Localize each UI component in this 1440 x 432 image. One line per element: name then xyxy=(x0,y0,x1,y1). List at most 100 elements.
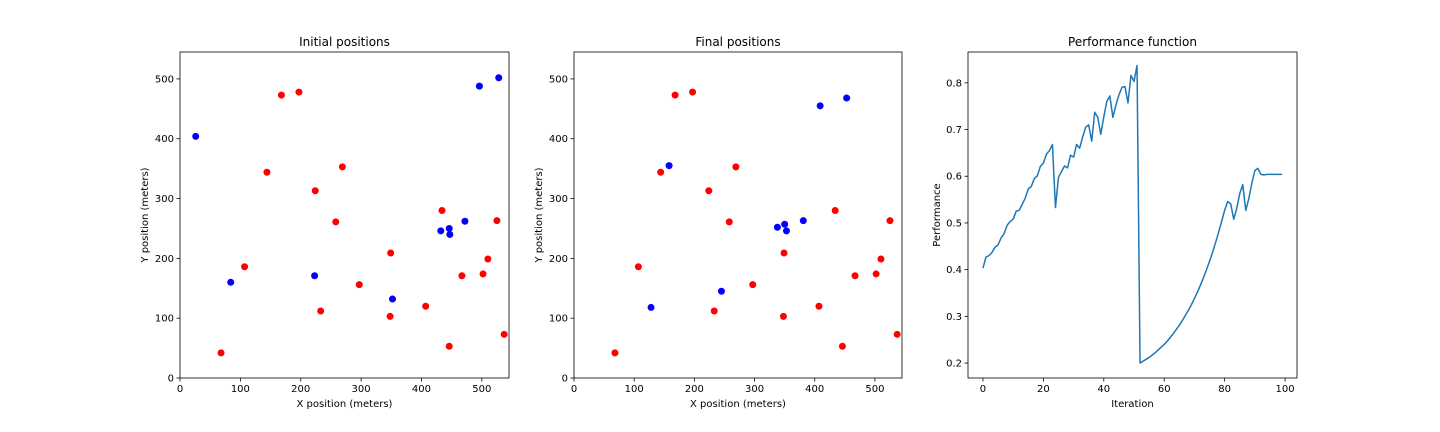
x-tick-label: 200 xyxy=(685,384,704,395)
x-tick-label: 400 xyxy=(805,384,824,395)
y-tick-label: 100 xyxy=(155,314,174,325)
red-point xyxy=(387,249,395,257)
performance-function-plot: 0 20 40 60 80 100 0.2 0.3 0.4 0.5 0.6 0.7 0.8 Perfor… xyxy=(932,35,1298,410)
blue-point xyxy=(192,132,200,140)
y-tick-label: 0.8 xyxy=(946,78,962,89)
blue-point xyxy=(227,278,235,286)
x-tick-label: 80 xyxy=(1218,384,1231,395)
y-tick-label: 0 xyxy=(168,374,174,385)
chart-title: Final positions xyxy=(695,35,780,49)
y-tick-label: 500 xyxy=(155,74,174,85)
x-tick-label: 0 xyxy=(571,384,577,395)
red-point xyxy=(689,88,697,96)
y-tick-label: 0 xyxy=(562,374,568,385)
x-tick-label: 300 xyxy=(352,384,371,395)
red-point xyxy=(241,263,249,271)
x-tick-label: 100 xyxy=(1276,384,1295,395)
y-tick-label: 0.6 xyxy=(946,172,962,183)
x-tick-label: 500 xyxy=(865,384,884,395)
x-axis-label: X position (meters) xyxy=(690,399,786,410)
x-tick-label: 40 xyxy=(1097,384,1110,395)
x-tick-label: 300 xyxy=(745,384,764,395)
red-point xyxy=(710,307,718,315)
red-point xyxy=(893,330,901,338)
red-point xyxy=(317,307,325,315)
red-point xyxy=(815,302,823,310)
x-tick-label: 20 xyxy=(1037,384,1050,395)
red-point xyxy=(779,312,787,320)
red-point xyxy=(277,91,285,99)
y-tick-label: 0.2 xyxy=(946,359,962,370)
y-tick-label: 0.3 xyxy=(946,312,962,323)
x-tick-label: 400 xyxy=(412,384,431,395)
red-point xyxy=(338,163,346,171)
red-point xyxy=(386,312,394,320)
x-tick-label: 200 xyxy=(291,384,310,395)
y-axis-label: Y position (meters) xyxy=(140,167,151,263)
red-point xyxy=(422,302,430,310)
x-tick-label: 100 xyxy=(625,384,644,395)
x-tick-label: 500 xyxy=(472,384,491,395)
red-point xyxy=(479,270,487,278)
y-tick-label: 400 xyxy=(549,134,568,145)
red-point xyxy=(872,270,880,278)
red-point xyxy=(877,255,885,263)
x-axis-label: X position (meters) xyxy=(297,399,393,410)
red-point xyxy=(705,187,713,195)
chart-title: Initial positions xyxy=(299,35,390,49)
plot-frame xyxy=(179,51,510,379)
red-point xyxy=(355,281,363,289)
red-point xyxy=(217,349,225,357)
y-axis-label: Performance xyxy=(932,183,943,246)
blue-point xyxy=(388,295,396,303)
y-tick-label: 0.4 xyxy=(946,265,962,276)
y-tick-label: 500 xyxy=(549,74,568,85)
red-point xyxy=(886,217,894,225)
x-axis-label: Iteration xyxy=(1111,399,1153,410)
blue-point xyxy=(495,74,503,82)
red-point xyxy=(780,249,788,257)
final-positions-plot: 0 100 200 300 400 500 0 100 200 300 400 500 Final p… xyxy=(534,35,903,410)
red-point xyxy=(838,342,846,350)
plot-frame xyxy=(967,51,1298,379)
red-point xyxy=(671,91,679,99)
performance-line xyxy=(982,64,1283,364)
y-tick-label: 300 xyxy=(549,194,568,205)
x-tick-label: 60 xyxy=(1158,384,1171,395)
blue-point xyxy=(445,224,453,232)
blue-point xyxy=(843,94,851,102)
red-point xyxy=(311,187,319,195)
red-point xyxy=(500,330,508,338)
blue-point xyxy=(647,303,655,311)
red-point xyxy=(725,218,733,226)
red-point xyxy=(611,349,619,357)
y-tick-label: 0.7 xyxy=(946,125,962,136)
blue-point xyxy=(461,217,469,225)
blue-point xyxy=(773,223,781,231)
blue-point xyxy=(781,220,789,228)
red-point xyxy=(657,168,665,176)
x-tick-label: 100 xyxy=(231,384,250,395)
red-point xyxy=(634,263,642,271)
y-axis-label: Y position (meters) xyxy=(534,167,545,263)
blue-point xyxy=(311,272,319,280)
red-point xyxy=(851,272,859,280)
blue-point xyxy=(782,227,790,235)
blue-point xyxy=(717,287,725,295)
y-tick-label: 0.5 xyxy=(946,218,962,229)
y-tick-label: 200 xyxy=(155,254,174,265)
blue-point xyxy=(446,230,454,238)
red-point xyxy=(749,281,757,289)
red-point xyxy=(732,163,740,171)
y-tick-label: 300 xyxy=(155,194,174,205)
red-point xyxy=(493,217,501,225)
y-tick-label: 100 xyxy=(549,314,568,325)
initial-positions-plot: 0 100 200 300 400 500 0 100 200 300 400 500 Initial… xyxy=(140,35,510,410)
plot-frame xyxy=(573,51,903,379)
red-point xyxy=(445,342,453,350)
blue-point xyxy=(437,227,445,235)
red-point xyxy=(458,272,466,280)
blue-point xyxy=(799,217,807,225)
blue-point xyxy=(665,162,673,170)
